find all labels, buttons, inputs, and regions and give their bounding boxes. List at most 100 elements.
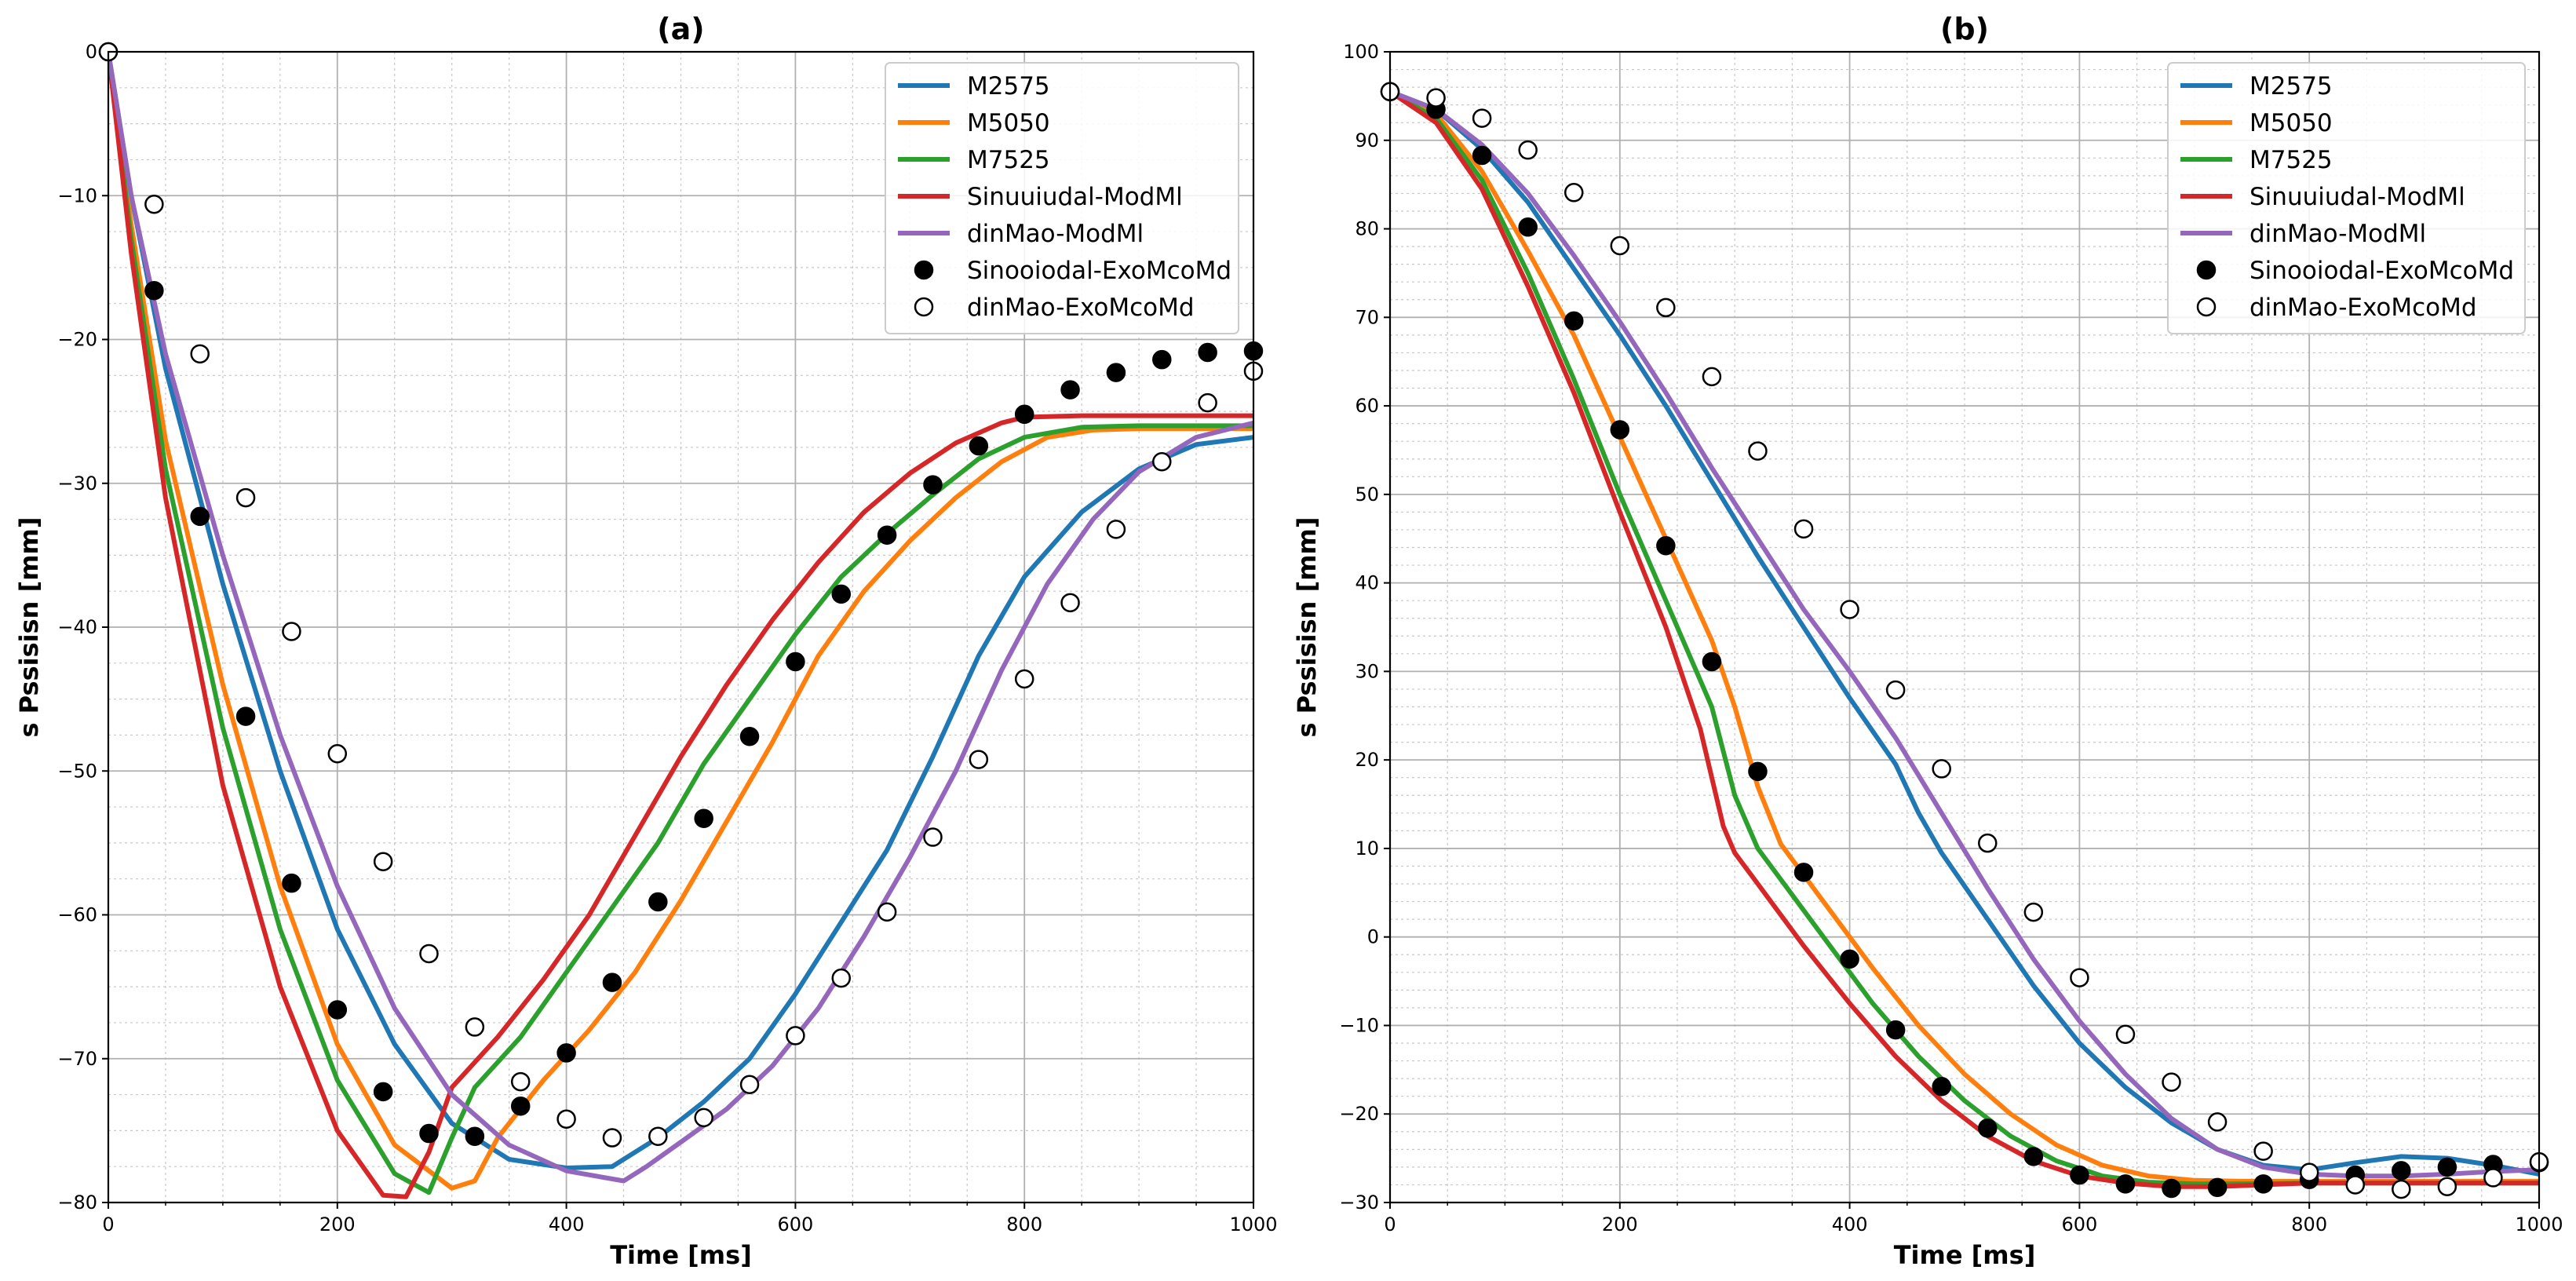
x-tick-label: 600: [777, 1213, 813, 1235]
open-marker-point: [786, 1026, 805, 1046]
y-tick-label: −70: [57, 1048, 97, 1070]
filled-marker-point: [510, 1096, 531, 1116]
series-line-m2575: [108, 52, 1253, 1170]
filled-marker-point: [1793, 863, 1814, 882]
y-tick-label: 10: [1355, 838, 1379, 859]
filled-marker-point: [1840, 949, 1859, 969]
x-tick-label: 800: [1006, 1213, 1042, 1235]
filled-marker-point: [373, 1082, 393, 1102]
filled-marker-point: [2070, 1165, 2089, 1185]
open-marker-point: [602, 1128, 622, 1148]
open-marker-point: [1060, 593, 1080, 613]
open-marker-point: [831, 968, 852, 988]
filled-marker-point: [1885, 1020, 1906, 1040]
open-marker-point: [969, 750, 989, 769]
y-tick-label: 20: [1355, 749, 1379, 771]
x-tick-label: 400: [1832, 1213, 1868, 1235]
open-marker-point: [1610, 235, 1630, 256]
open-marker-point: [1426, 88, 1446, 108]
filled-marker-point: [1978, 1119, 1998, 1138]
open-marker-point: [877, 902, 897, 922]
open-marker-point: [1152, 452, 1172, 472]
open-marker-point: [2483, 1168, 2503, 1188]
chart-panel-a: 0 200 400 600 800 1000 −80 −70 −60 −50 −40 −30 −20 −1…: [14, 12, 1278, 1270]
filled-marker-point: [1702, 651, 1722, 672]
open-marker-point: [1978, 833, 1998, 853]
filled-marker-point: [1106, 363, 1126, 382]
plot-area: [108, 52, 1253, 1199]
x-tick-label: 1000: [1229, 1213, 1277, 1235]
y-tick-label: 50: [1355, 484, 1379, 505]
legend-box: [885, 62, 1239, 334]
y-tick-label: −60: [57, 904, 97, 926]
x-tick-label: 400: [549, 1213, 585, 1235]
y-tick-label: 80: [1355, 218, 1379, 240]
legend-entry-label: Sinooiodal-ExoMcoMd: [2249, 257, 2514, 285]
open-marker-point: [2253, 1141, 2273, 1161]
y-tick-label: −30: [57, 473, 97, 495]
open-marker-point: [739, 1075, 760, 1094]
x-tick-label: 0: [102, 1213, 114, 1235]
legend-entry-label: dinMao-ExoMcoMd: [967, 294, 1195, 322]
chart-panel-b: 0 200 400 600 800 1000 −30 −20 −10 0 10 20 30 40 50 60 7…: [1292, 12, 2563, 1270]
legend: M2575 M5050 M7525 Sinuuiudal-ModMl dinMao-Mo…: [885, 62, 1239, 334]
y-tick-label: −10: [1339, 1014, 1379, 1036]
filled-marker-point: [1656, 536, 1676, 556]
filled-marker-point: [190, 506, 210, 527]
open-marker-point: [2207, 1112, 2228, 1132]
legend-entry-label: Sinuuiudal-ModMl: [967, 183, 1183, 211]
open-marker-point: [327, 744, 348, 764]
open-marker-point: [144, 194, 164, 214]
panel-title: (b): [1940, 12, 1989, 46]
legend-swatch-marker: [2196, 260, 2217, 280]
legend-swatch-marker: [2196, 297, 2217, 317]
x-tick-label: 1000: [2515, 1213, 2563, 1235]
legend-entry-label: Sinooiodal-ExoMcoMd: [967, 257, 1231, 285]
legend-entry-label: M5050: [2249, 109, 2333, 137]
ticks: 0 200 400 600 800 1000 −80 −70 −60 −50 −40 −30 −20 −1…: [57, 41, 1277, 1235]
open-marker-point: [2023, 902, 2044, 922]
x-tick-label: 600: [2061, 1213, 2097, 1235]
open-marker-point: [2070, 968, 2089, 987]
y-tick-label: 70: [1355, 306, 1379, 328]
open-marker-point: [1198, 392, 1217, 413]
legend-entry-label: M7525: [967, 146, 1050, 174]
filled-marker-point: [144, 280, 164, 301]
open-marker-point: [373, 852, 393, 871]
open-marker-point: [2345, 1175, 2366, 1195]
series-line-dinmao-modml: [108, 52, 1253, 1184]
axes-frame: [107, 50, 1255, 1204]
legend-entry-label: dinMao-ModMl: [2249, 220, 2426, 248]
y-axis-label: s Pssisisn [mm]: [14, 516, 44, 737]
open-marker-point: [1885, 680, 1906, 700]
filled-marker-point: [1472, 145, 1492, 166]
filled-marker-point: [2253, 1174, 2273, 1194]
legend-box: [2167, 62, 2526, 334]
x-tick-label: 200: [319, 1213, 356, 1235]
filled-marker-point: [923, 475, 943, 495]
open-marker-point: [1106, 520, 1126, 539]
legend-swatch-marker: [914, 260, 934, 280]
y-tick-label: −50: [57, 760, 97, 782]
filled-marker-point: [2392, 1161, 2411, 1181]
series-line-m7525: [108, 52, 1253, 1195]
filled-marker-point: [1152, 349, 1172, 370]
y-tick-label: 0: [1367, 926, 1379, 948]
open-marker-point: [1563, 183, 1584, 203]
open-marker-point: [1702, 367, 1722, 387]
ticks: 0 200 400 600 800 1000 −30 −20 −10 0 10 20 30 40 50 60 7…: [1339, 41, 2563, 1235]
open-marker-point: [923, 827, 943, 847]
open-marker-point: [2115, 1024, 2136, 1044]
series-line-m5050: [1390, 89, 2539, 1184]
legend-swatch-marker: [914, 297, 934, 317]
y-tick-label: −10: [57, 184, 97, 206]
y-tick-label: 60: [1355, 395, 1379, 417]
y-tick-label: −20: [57, 329, 97, 351]
filled-marker-point: [694, 808, 713, 828]
x-tick-label: 800: [2291, 1213, 2327, 1235]
filled-marker-point: [2162, 1178, 2181, 1199]
y-tick-label: 100: [1343, 41, 1379, 63]
open-marker-point: [694, 1108, 713, 1128]
legend: M2575 M5050 M7525 Sinuuiudal-ModMl dinMao-Mo…: [2167, 62, 2526, 334]
